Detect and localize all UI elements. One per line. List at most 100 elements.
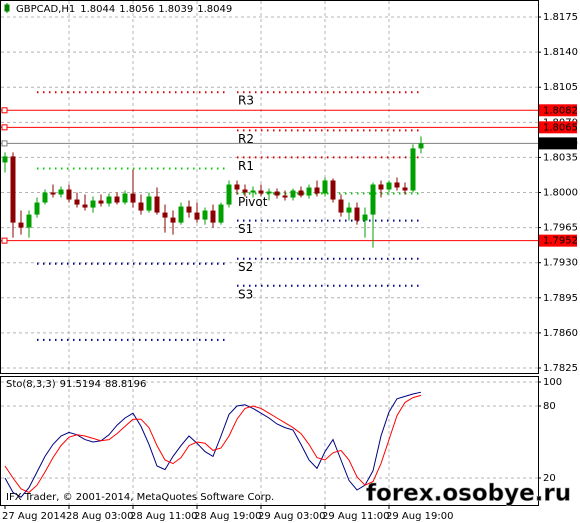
price-line-handle — [1, 140, 8, 147]
price-line-handle — [1, 124, 8, 131]
candle-body — [394, 182, 400, 188]
candle-body — [378, 184, 384, 190]
candle-body — [362, 214, 368, 221]
indicator-main-value: 91.5194 — [60, 379, 101, 390]
candle-body — [170, 217, 176, 223]
price-label: 1.7952 — [543, 236, 578, 247]
y-tick-label: 1.7860 — [543, 328, 578, 339]
candle-body — [146, 196, 152, 211]
x-tick-label: 27 Aug 2014 — [2, 511, 66, 522]
price-label: 1.8082 — [543, 105, 578, 116]
candle-body — [178, 206, 184, 223]
candle-body — [90, 200, 96, 208]
candle-body — [114, 196, 120, 203]
candle-body — [266, 191, 272, 194]
header-low: 1.8039 — [158, 4, 193, 15]
candle-body — [10, 156, 16, 223]
chart-title: GBPCAD,H1 — [16, 4, 75, 15]
y-tick-label: 1.8105 — [543, 82, 578, 93]
candle-body — [66, 189, 72, 200]
candle-body — [386, 182, 392, 190]
x-tick-label: 28 Aug 03:00 — [66, 511, 133, 522]
x-tick-label: 29 Aug 11:00 — [322, 511, 389, 522]
price-line-handle — [1, 107, 8, 114]
candle-body — [18, 222, 24, 228]
chart-header: GBPCAD,H1 1.8044 1.8056 1.8039 1.8049 — [16, 4, 232, 15]
candle-body — [338, 199, 344, 213]
y-tick-label: 1.7825 — [543, 363, 578, 374]
y-tick-label: 80 — [543, 401, 556, 412]
x-tick-label: 29 Aug 19:00 — [386, 511, 453, 522]
pivot-label: R1 — [238, 159, 254, 173]
candle-body — [98, 200, 104, 204]
indicator-line — [4, 391, 422, 498]
candle-body — [202, 210, 208, 220]
candle-body — [122, 193, 128, 203]
y-tick-label: 1.8175 — [543, 12, 578, 23]
header-open: 1.8044 — [80, 4, 115, 15]
y-tick-label: 1.8140 — [543, 47, 578, 58]
watermark: forex.osobye.ru — [366, 481, 571, 507]
y-tick-label: 1.7965 — [543, 223, 578, 234]
candle-body — [282, 195, 288, 198]
candle-body — [250, 190, 256, 193]
y-tick-label: 100 — [543, 377, 562, 388]
x-tick-label: 28 Aug 19:00 — [194, 511, 261, 522]
candle-body — [346, 207, 352, 213]
candle-body — [50, 192, 56, 195]
candle-body — [402, 187, 408, 191]
header-close: 1.8049 — [197, 4, 232, 15]
candle-body — [242, 189, 248, 193]
main-panel — [0, 0, 539, 374]
candle-body — [354, 207, 360, 221]
y-tick-label: 1.7895 — [543, 293, 578, 304]
candle-body — [258, 190, 264, 194]
candle-body — [314, 187, 320, 194]
pivot-label: R2 — [238, 132, 254, 146]
candle-body — [74, 199, 80, 205]
candle-body — [162, 212, 168, 218]
candle-body — [370, 184, 376, 215]
symbol-icon — [4, 3, 10, 13]
candle-body — [2, 156, 8, 163]
candle-body — [330, 180, 336, 200]
candle-body — [34, 202, 40, 215]
candle-body — [58, 189, 64, 195]
candle-body — [322, 180, 328, 194]
x-tick-label: 28 Aug 11:00 — [130, 511, 197, 522]
price-label: 1.8065 — [543, 122, 578, 133]
pivot-label: S1 — [238, 222, 253, 236]
indicator-line — [4, 394, 422, 493]
candle-body — [26, 214, 32, 228]
candle-body — [138, 202, 144, 211]
candle-body — [274, 191, 280, 196]
candle-body — [298, 190, 304, 196]
candle-body — [186, 206, 192, 213]
candle-body — [82, 204, 88, 208]
candle-body — [226, 184, 232, 205]
price-label-box — [539, 137, 577, 150]
indicator-signal-value: 88.8196 — [105, 379, 146, 390]
price-label-box — [539, 121, 577, 134]
candle-body — [154, 196, 160, 213]
candle-body — [290, 190, 296, 198]
indicator-header: Sto(8,3,3) 91.5194 88.8196 — [6, 379, 146, 390]
y-tick-label: 20 — [543, 473, 556, 484]
pivot-label: R3 — [238, 94, 254, 108]
candle-body — [218, 204, 224, 223]
candle-body — [410, 148, 416, 191]
y-tick-label: 1.7930 — [543, 258, 578, 269]
price-label: 1.8049 — [543, 138, 578, 149]
price-line-handle — [1, 237, 8, 244]
candle-body — [130, 193, 136, 203]
candle-body — [234, 184, 240, 190]
y-tick-label: 1.8000 — [543, 188, 578, 199]
indicator-title: Sto(8,3,3) — [6, 379, 56, 390]
pivot-label: S2 — [238, 260, 253, 274]
x-tick-label: 29 Aug 03:00 — [258, 511, 325, 522]
price-label-box — [539, 104, 577, 117]
header-high: 1.8056 — [119, 4, 154, 15]
candle-body — [210, 210, 216, 223]
price-label-box — [539, 234, 577, 247]
